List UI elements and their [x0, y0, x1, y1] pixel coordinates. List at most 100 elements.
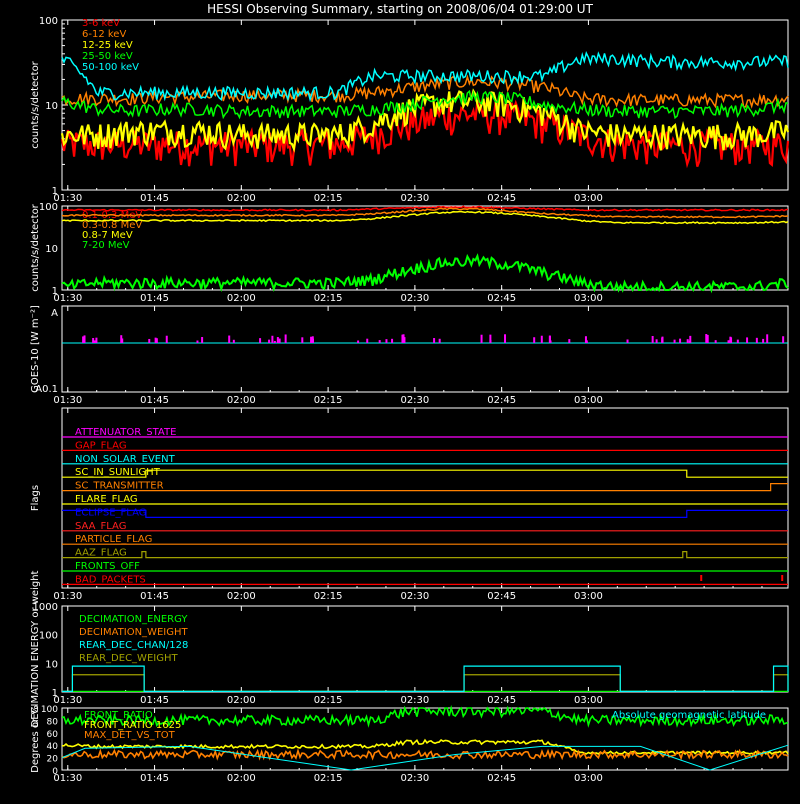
x-tick-label: 01:30 — [53, 695, 82, 706]
x-tick-label: 01:45 — [140, 395, 169, 406]
y-tick-label: 60 — [47, 730, 59, 740]
y-tick-label: 0 — [52, 767, 58, 777]
x-tick-label: 03:00 — [574, 695, 603, 706]
legend-entry: 3-6 keV — [82, 18, 120, 29]
x-tick-label: 01:45 — [140, 193, 169, 204]
flag-label: SC_TRANSMITTER — [75, 481, 164, 492]
y-tick-label: 1 — [52, 286, 58, 297]
x-tick-label: 02:30 — [400, 773, 429, 784]
flag-label: BAD_PACKETS — [75, 574, 146, 585]
legend-entry: 25-50 keV — [82, 51, 133, 62]
x-tick-label: 01:30 — [53, 293, 82, 304]
y-tick-label: 100 — [41, 705, 58, 715]
series-line-3-6-kev — [60, 99, 790, 169]
y-tick-label: 1 — [52, 688, 58, 699]
y-axis-label: Degrees or % — [30, 705, 41, 773]
legend-entry: FRONT_RATIO — [84, 710, 153, 721]
series-line-25-50-kev — [61, 89, 789, 120]
x-tick-label: 02:45 — [487, 591, 516, 602]
x-tick-label: 02:00 — [227, 193, 256, 204]
x-tick-label: 01:30 — [53, 395, 82, 406]
x-tick-label: 01:30 — [53, 773, 82, 784]
x-tick-label: 02:30 — [400, 591, 429, 602]
flag-label: PARTICLE_FLAG — [75, 534, 152, 545]
legend-entry: MAX_DET_VS_TOT — [84, 730, 176, 741]
chart-title: HESSI Observing Summary, starting on 200… — [207, 2, 593, 16]
flag-label: FRONTS_OFF — [75, 561, 140, 572]
x-tick-label: 02:45 — [487, 293, 516, 304]
y-tick-label: 1 — [52, 186, 58, 197]
x-tick-label: 02:30 — [400, 193, 429, 204]
x-tick-label: 01:45 — [140, 773, 169, 784]
flag-label: ATTENUATOR_STATE — [75, 427, 176, 438]
flag-line — [62, 551, 788, 559]
series-line-6-12-kev — [61, 74, 789, 109]
x-tick-label: 03:00 — [574, 395, 603, 406]
y-tick-label: A0.1 — [35, 384, 58, 395]
x-tick-label: 02:00 — [227, 395, 256, 406]
x-tick-label: 03:00 — [574, 193, 603, 204]
legend-entry: 50-100 keV — [82, 62, 139, 73]
x-tick-label: 02:15 — [314, 591, 343, 602]
x-tick-label: 02:15 — [314, 695, 343, 706]
x-tick-label: 02:00 — [227, 293, 256, 304]
series-line-0-3-0-8-mev — [61, 207, 789, 219]
flag-label: NON_SOLAR_EVENT — [75, 454, 176, 465]
x-tick-label: 02:30 — [400, 293, 429, 304]
flag-label: AAZ_FLAG — [75, 548, 127, 559]
x-tick-label: 02:30 — [400, 395, 429, 406]
y-axis-label: GOES-10 [W m⁻²] — [30, 305, 41, 393]
y-tick-label: 10 — [45, 659, 58, 670]
y-tick-label: A — [51, 308, 58, 319]
flag-label: SAA_FLAG — [75, 521, 126, 532]
legend-entry: 0.8-7 MeV — [82, 230, 133, 241]
x-tick-label: 01:30 — [53, 591, 82, 602]
x-tick-label: 02:15 — [314, 293, 343, 304]
x-tick-label: 02:45 — [487, 395, 516, 406]
y-tick-label: 1000 — [33, 602, 58, 613]
x-tick-label: 02:45 — [487, 773, 516, 784]
flag-line — [62, 509, 788, 518]
legend-entry: DECIMATION_ENERGY — [79, 614, 188, 625]
flag-label: ECLIPSE_FLAG — [75, 507, 146, 518]
x-tick-label: 03:00 — [574, 773, 603, 784]
panel-frame-p5 — [61, 605, 789, 693]
y-tick-label: 10 — [45, 101, 58, 112]
series-line-0-8-7-mev — [61, 210, 789, 225]
flag-label: SC_IN_SUNLIGHT — [75, 467, 161, 478]
panel-frame-p4 — [61, 407, 789, 589]
series-line-50-100-kev — [61, 50, 789, 103]
flag-label: FLARE_FLAG — [75, 494, 138, 505]
legend-entry: DECIMATION_WEIGHT — [79, 627, 188, 638]
legend-entry: REAR_DEC_WEIGHT — [79, 653, 178, 664]
x-tick-label: 01:45 — [140, 293, 169, 304]
x-tick-label: 01:30 — [53, 193, 82, 204]
panel-frame-p3 — [61, 305, 789, 393]
x-tick-label: 01:45 — [140, 591, 169, 602]
series-line-front-ratio — [61, 704, 789, 728]
x-tick-label: 02:00 — [227, 591, 256, 602]
panel-frame-p2 — [61, 205, 789, 291]
flag-line — [62, 469, 788, 478]
x-tick-label: 02:15 — [314, 395, 343, 406]
y-tick-label: 20 — [47, 755, 59, 765]
x-tick-label: 03:00 — [574, 293, 603, 304]
legend-entry: 7-20 MeV — [82, 240, 130, 251]
y-axis-label: counts/s/detector — [30, 60, 41, 148]
y-axis-label: DECIMATION ENERGY or weight — [30, 570, 41, 727]
x-tick-label: 02:45 — [487, 193, 516, 204]
x-tick-label: 03:00 — [574, 591, 603, 602]
flag-label: GAP_FLAG — [75, 440, 127, 451]
x-tick-label: 01:45 — [140, 695, 169, 706]
flag-line — [62, 483, 788, 492]
series-line-max-det-vs-tot — [61, 748, 789, 761]
legend-entry: 0.3-0.8 MeV — [82, 220, 142, 231]
series-line-0-1-0-3-mev — [61, 205, 789, 212]
legend-entry: 6-12 keV — [82, 29, 126, 40]
y-tick-label: 10 — [45, 244, 58, 255]
x-tick-label: 02:00 — [227, 695, 256, 706]
y-tick-label: 100 — [39, 202, 58, 213]
x-tick-label: 02:15 — [314, 193, 343, 204]
y-tick-label: 100 — [39, 631, 58, 642]
